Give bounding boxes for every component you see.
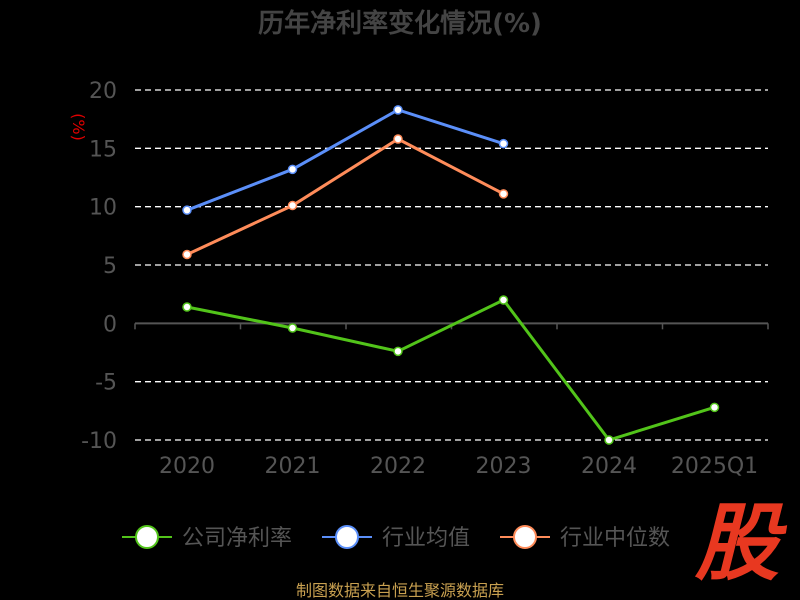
data-point (287, 323, 298, 333)
data-point (709, 402, 720, 413)
legend: 公司净利率 行业均值 行业中位数 (122, 525, 670, 551)
chart-title: 历年净利率变化情况(%) (258, 8, 542, 39)
y-tick-label: 0 (103, 312, 117, 337)
data-point (393, 105, 403, 115)
data-point (393, 134, 403, 144)
series-line (186, 298, 715, 442)
x-tick-label: 2022 (370, 454, 426, 479)
data-point (182, 302, 192, 312)
legend-marker (335, 525, 359, 549)
data-point (498, 138, 509, 149)
y-tick-label: 15 (89, 137, 117, 162)
y-tick-label: -5 (95, 371, 117, 396)
watermark-logo: 股 (694, 494, 788, 592)
x-tick-label: 2020 (159, 454, 215, 479)
footer-source: 制图数据来自恒生聚源数据库 (296, 581, 504, 600)
data-point (287, 200, 298, 211)
data-point (287, 164, 298, 175)
x-tick-label: 2024 (581, 454, 637, 479)
legend-label: 公司净利率 (182, 526, 292, 551)
y-tick-label: 10 (89, 196, 117, 221)
legend-label: 行业中位数 (560, 526, 670, 551)
legend-marker (513, 525, 537, 549)
x-tick-labels: 2020 2021 2022 2023 2024 2025Q1 (159, 454, 758, 479)
y-axis-label: (%) (69, 113, 88, 141)
data-point (604, 435, 614, 445)
x-tick-label: 2023 (476, 454, 532, 479)
series-line (186, 108, 504, 212)
legend-label: 行业均值 (382, 526, 470, 551)
grid-lines (134, 89, 769, 441)
data-point (393, 346, 403, 357)
x-tick-label: 2025Q1 (671, 454, 758, 479)
data-point (182, 205, 192, 215)
series-line (186, 137, 505, 256)
legend-marker (135, 525, 159, 549)
data-point (182, 249, 192, 260)
y-tick-label: 20 (89, 79, 117, 104)
y-tick-labels: 20 15 10 5 0 -5 -10 (81, 79, 117, 454)
y-tick-label: 5 (103, 254, 117, 279)
x-tick-label: 2021 (265, 454, 321, 479)
data-point (498, 295, 509, 305)
y-tick-label: -10 (81, 429, 117, 454)
data-point (498, 189, 509, 199)
series-lines (182, 105, 720, 445)
